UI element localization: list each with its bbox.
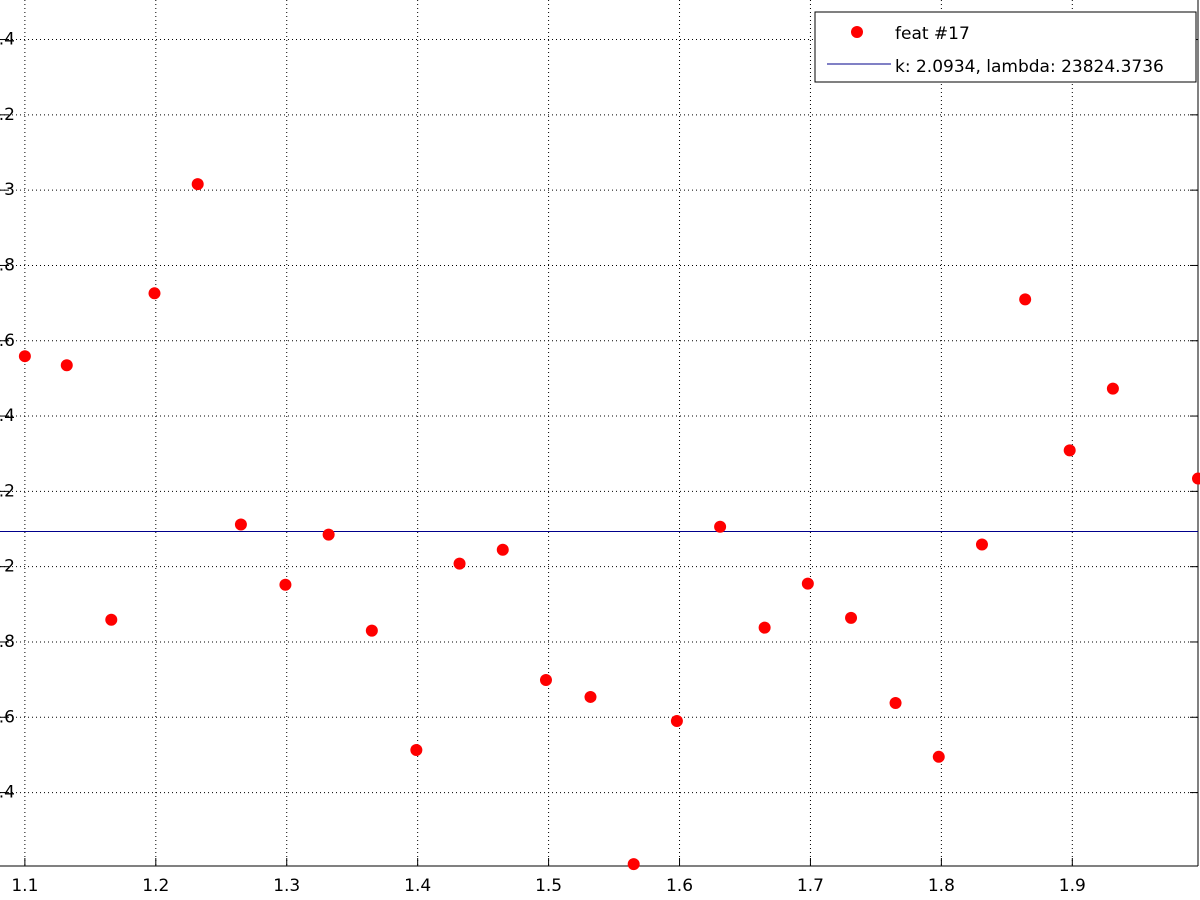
point [889,696,902,709]
point [670,715,683,728]
x-tick-label: 1.2 [142,876,169,896]
y-tick-label: 3 [4,180,15,200]
point [322,528,335,541]
point [801,577,814,590]
point [845,611,858,624]
y-tick-label: .2 [0,105,15,125]
point [975,538,988,551]
point [453,557,466,570]
x-tick-label: 1.5 [535,876,562,896]
point [191,178,204,191]
point [410,744,423,757]
x-tick-label: 1.3 [273,876,300,896]
legend-label: k: 2.0934, lambda: 23824.3736 [895,57,1164,77]
legend-marker [851,26,863,38]
y-tick-label: .4 [0,30,15,50]
point [60,359,73,372]
point [758,621,771,634]
legend [814,11,1197,83]
point [496,543,509,556]
y-tick-label: .6 [0,331,15,351]
point [627,858,640,871]
point [932,750,945,763]
point [18,350,31,363]
y-tick-label: .2 [0,481,15,501]
point [1019,293,1032,306]
x-tick-label: 1.1 [11,876,38,896]
x-tick-label: 1.6 [666,876,693,896]
point [584,690,597,703]
x-tick-label: 1.7 [797,876,824,896]
point [234,518,247,531]
point [105,613,118,626]
x-tick-label: 1.8 [928,876,955,896]
point [1192,472,1200,485]
point [365,624,378,637]
x-tick-label: 1.9 [1059,876,1086,896]
point [279,578,292,591]
y-tick-label: .6 [0,707,15,727]
y-tick-label: .4 [0,783,15,803]
y-tick-label: .4 [0,406,15,426]
y-tick-label: .8 [0,632,15,652]
y-tick-label: .8 [0,255,15,275]
y-tick-label: 2 [4,557,15,577]
x-tick-label: 1.4 [404,876,431,896]
point [148,287,161,300]
point [1106,382,1119,395]
point [1063,444,1076,457]
point [714,520,727,533]
legend-label: feat #17 [895,24,970,44]
point [539,673,552,686]
